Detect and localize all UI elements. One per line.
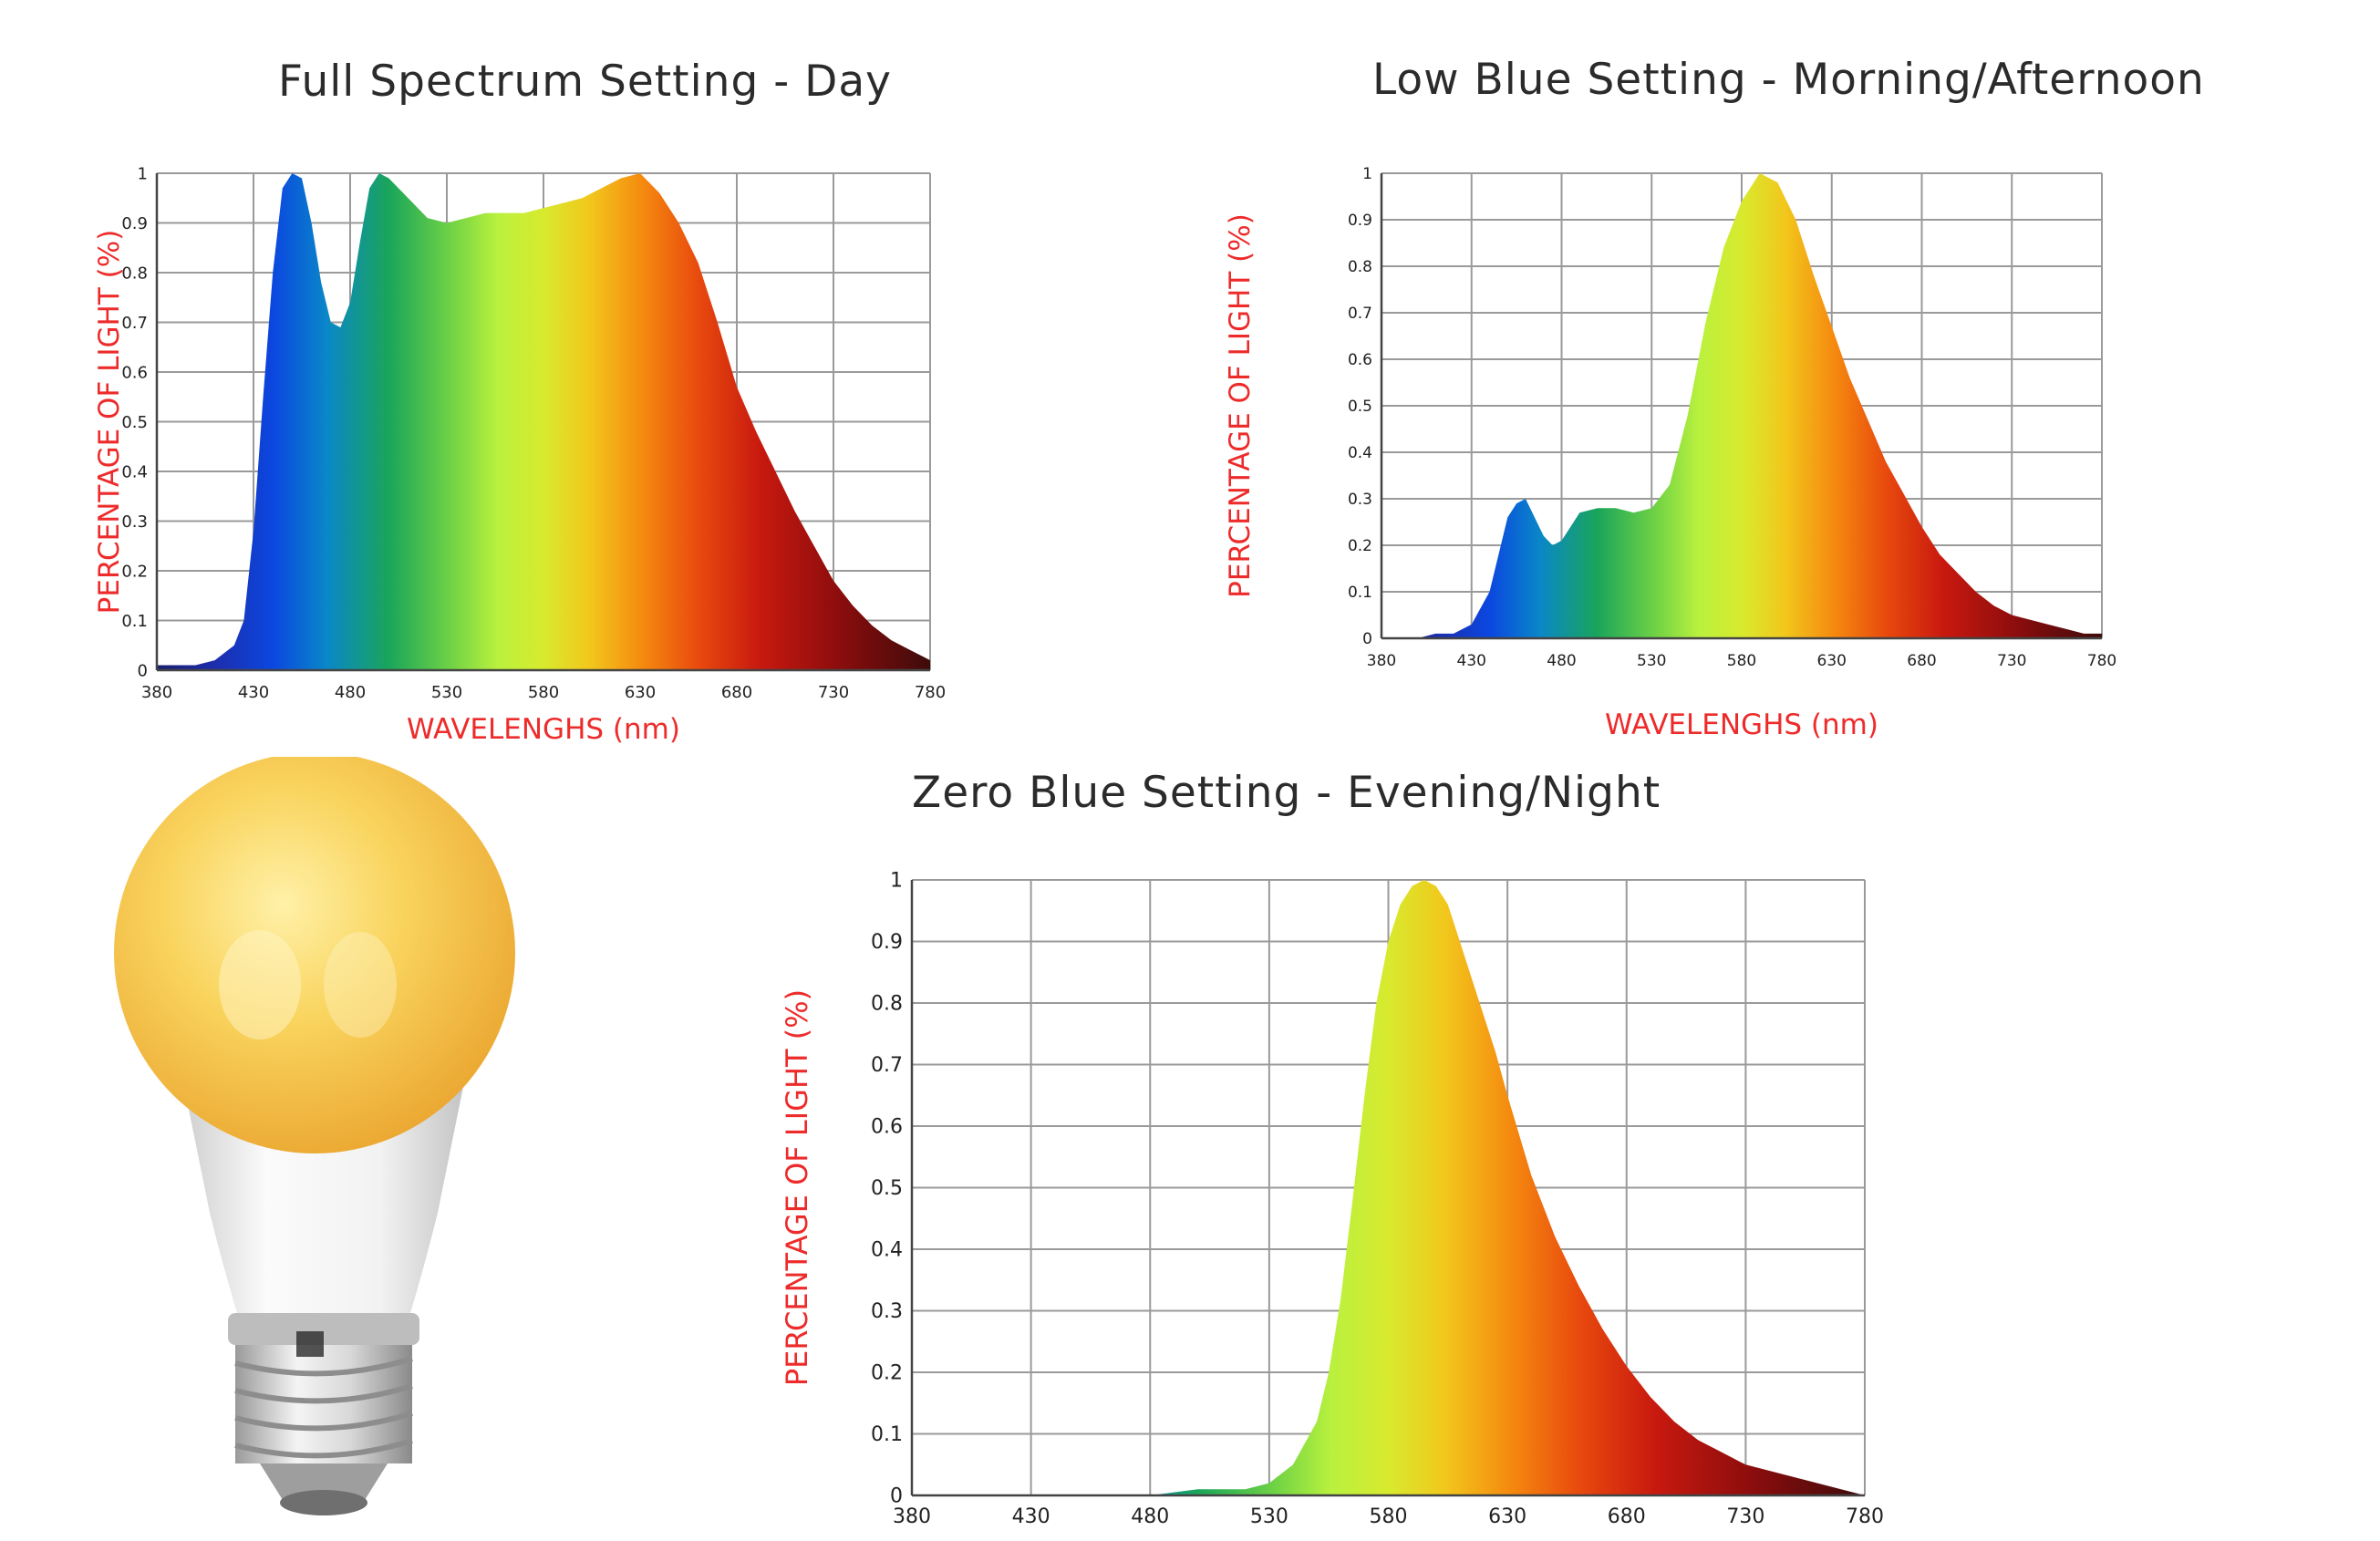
- x-axis-label: WAVELENGHS (nm): [1605, 708, 1878, 741]
- y-tick-label: 0.5: [1348, 398, 1372, 416]
- x-tick-label: 480: [1547, 652, 1576, 670]
- y-tick-label: 0.3: [121, 512, 148, 532]
- y-tick-label: 0.3: [871, 1300, 903, 1323]
- y-tick-label: 0.9: [121, 214, 148, 233]
- yellow-light-bulb-icon: [114, 757, 515, 1515]
- chart-1-title: Full Spectrum Setting - Day: [278, 57, 892, 107]
- x-tick-label: 630: [625, 683, 656, 702]
- y-tick-label: 0: [1362, 630, 1372, 648]
- y-tick-label: 0: [890, 1485, 903, 1508]
- y-tick-label: 0.2: [1348, 537, 1372, 555]
- x-tick-label: 530: [431, 683, 462, 702]
- chart-3-title: Zero Blue Setting - Evening/Night: [912, 768, 1661, 818]
- low-blue-chart: 380 430 480 530 580 630 680 730 780 0 0.1 0.2 0.3 0.4…: [1224, 165, 2116, 741]
- y-tick-label: 0: [138, 661, 148, 680]
- x-tick-label: 780: [1846, 1505, 1884, 1528]
- spectrum-area: [1381, 173, 2102, 638]
- y-tick-label: 0.7: [1348, 305, 1372, 323]
- y-tick-label: 0.4: [121, 462, 148, 481]
- y-tick-label: 0.9: [871, 931, 903, 954]
- y-tick-label: 0.8: [871, 993, 903, 1016]
- full-spectrum-chart: 380 430 480 530 580 630 680 730 780 0 0.1 0.2 0.3 0.4…: [93, 164, 946, 746]
- x-tick-label: 530: [1250, 1505, 1288, 1528]
- y-axis-label: PERCENTAGE OF LIGHT (%): [780, 989, 814, 1386]
- x-tick-label: 730: [1997, 652, 2026, 670]
- y-tick-label: 0.5: [121, 413, 148, 432]
- y-tick-label: 0.6: [871, 1116, 903, 1139]
- y-tick-label: 0.4: [871, 1239, 903, 1262]
- x-tick-label: 630: [1488, 1505, 1526, 1528]
- x-tick-label: 580: [1370, 1505, 1408, 1528]
- x-tick-label: 480: [1131, 1505, 1169, 1528]
- y-axis-label: PERCENTAGE OF LIGHT (%): [1224, 213, 1257, 598]
- y-tick-label: 0.1: [121, 612, 148, 631]
- y-tick-label: 0.9: [1348, 212, 1372, 230]
- x-tick-label: 680: [1608, 1505, 1646, 1528]
- y-tick-label: 0.4: [1348, 444, 1372, 462]
- x-tick-label: 680: [721, 683, 752, 702]
- y-tick-label: 0.1: [871, 1423, 903, 1446]
- spectrum-area: [912, 880, 1865, 1495]
- x-tick-label: 380: [1367, 652, 1396, 670]
- y-tick-label: 0.3: [1348, 491, 1372, 509]
- x-tick-label: 430: [1457, 652, 1486, 670]
- y-tick-label: 0.6: [1348, 351, 1372, 369]
- y-tick-label: 0.8: [1348, 258, 1372, 276]
- y-tick-label: 0.7: [871, 1054, 903, 1077]
- x-tick-label: 580: [528, 683, 559, 702]
- x-tick-label: 380: [141, 683, 172, 702]
- x-tick-label: 430: [1012, 1505, 1050, 1528]
- y-tick-label: 0.1: [1348, 584, 1372, 602]
- y-tick-label: 1: [1362, 165, 1372, 183]
- y-tick-label: 0.2: [121, 562, 148, 581]
- y-tick-label: 0.7: [121, 314, 148, 333]
- y-tick-label: 0.2: [871, 1362, 903, 1385]
- x-axis-label: WAVELENGHS (nm): [407, 713, 680, 746]
- x-tick-label: 480: [335, 683, 366, 702]
- x-tick-label: 680: [1907, 652, 1936, 670]
- x-tick-label: 630: [1817, 652, 1847, 670]
- y-tick-label: 1: [138, 164, 148, 183]
- y-tick-label: 0.6: [121, 363, 148, 382]
- x-tick-label: 730: [1726, 1505, 1764, 1528]
- spectrum-area: [157, 173, 930, 670]
- y-axis-label: PERCENTAGE OF LIGHT (%): [93, 230, 126, 615]
- y-tick-label: 0.8: [121, 264, 148, 283]
- x-tick-label: 780: [2087, 652, 2116, 670]
- x-tick-label: 580: [1727, 652, 1756, 670]
- x-tick-label: 380: [893, 1505, 931, 1528]
- y-tick-label: 1: [890, 870, 903, 893]
- x-tick-label: 730: [818, 683, 849, 702]
- x-tick-label: 780: [915, 683, 946, 702]
- chart-2-title: Low Blue Setting - Morning/Afternoon: [1372, 55, 2205, 105]
- y-tick-label: 0.5: [871, 1177, 903, 1200]
- x-tick-label: 530: [1637, 652, 1666, 670]
- zero-blue-chart: 380 430 480 530 580 630 680 730 780 0 0.1 0.2 0.3 0.4…: [780, 870, 1884, 1528]
- x-tick-label: 430: [238, 683, 269, 702]
